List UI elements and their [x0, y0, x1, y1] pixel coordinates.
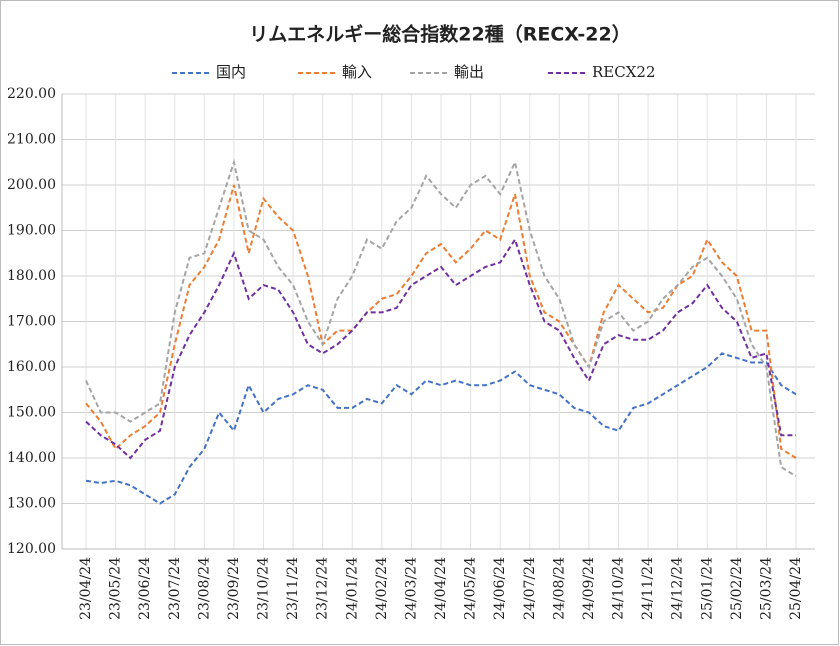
x-tick-label: 24/02/24	[374, 557, 390, 620]
x-tick-label: 23/08/24	[196, 557, 212, 620]
y-tick-label: 220.00	[7, 86, 56, 102]
y-tick-label: 200.00	[7, 177, 56, 193]
x-tick-label: 23/09/24	[226, 557, 242, 620]
x-tick-label: 24/12/24	[670, 557, 686, 620]
legend-label: RECX22	[592, 63, 656, 81]
series-line	[85, 352, 797, 505]
x-tick-label: 24/10/24	[611, 557, 627, 620]
series-line	[85, 237, 796, 460]
y-tick-label: 170.00	[7, 314, 56, 330]
x-tick-label: 23/07/24	[167, 557, 183, 620]
legend-label: 国内	[216, 63, 246, 81]
x-tick-label: 25/02/24	[729, 557, 745, 620]
y-tick-label: 140.00	[7, 450, 56, 466]
x-tick-label: 23/11/24	[285, 557, 301, 620]
x-tick-label: 24/06/24	[492, 557, 508, 620]
x-tick-label: 24/03/24	[403, 557, 419, 620]
chart-title: リムエネルギー総合指数22種（RECX-22）	[249, 23, 630, 46]
x-tick-label: 23/06/24	[137, 557, 153, 620]
series-line	[85, 158, 797, 478]
y-tick-label: 150.00	[7, 405, 56, 421]
legend-label: 輸出	[454, 63, 484, 81]
x-tick-label: 23/05/24	[108, 557, 124, 620]
y-tick-label: 210.00	[7, 132, 56, 148]
y-tick-label: 190.00	[7, 223, 56, 239]
y-tick-label: 130.00	[7, 496, 56, 512]
x-tick-label: 23/04/24	[78, 557, 94, 620]
x-tick-label: 25/04/24	[788, 557, 804, 620]
x-tick-label: 24/07/24	[522, 557, 538, 620]
y-tick-label: 120.00	[7, 541, 56, 557]
y-tick-label: 160.00	[7, 359, 56, 375]
legend-label: 輸入	[342, 63, 372, 81]
x-tick-label: 23/10/24	[256, 557, 272, 620]
x-tick-label: 24/08/24	[551, 557, 567, 620]
x-tick-label: 25/01/24	[699, 557, 715, 620]
y-tick-label: 180.00	[7, 268, 56, 284]
x-tick-label: 25/03/24	[758, 557, 774, 620]
x-tick-label: 24/09/24	[581, 557, 597, 620]
x-tick-label: 23/12/24	[315, 557, 331, 620]
x-tick-label: 24/01/24	[344, 557, 360, 620]
x-tick-label: 24/04/24	[433, 557, 449, 620]
x-tick-label: 24/11/24	[640, 557, 656, 620]
x-tick-label: 24/05/24	[463, 557, 479, 620]
